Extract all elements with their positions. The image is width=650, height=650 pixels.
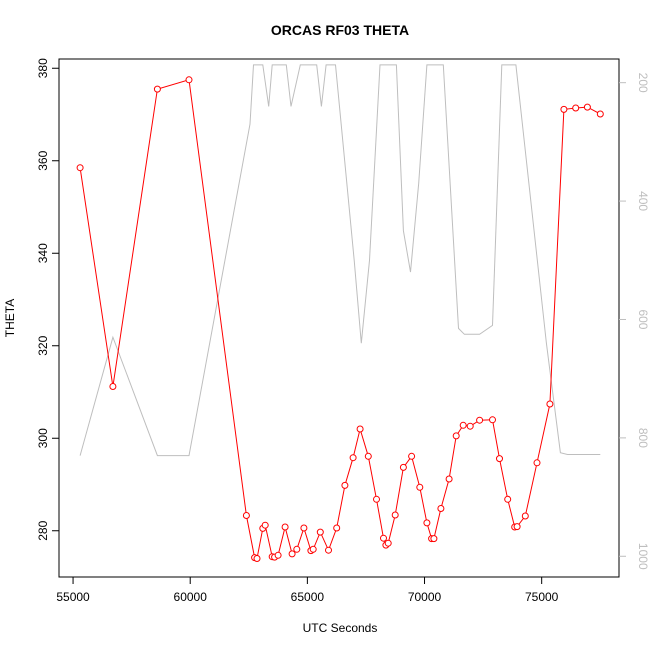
secondary-series-line	[79, 64, 601, 457]
theta-series-layer	[76, 76, 604, 562]
theta-point	[496, 455, 503, 463]
y-tick-label: 320	[36, 335, 50, 355]
theta-point	[423, 519, 431, 527]
x-tick-label: 60000	[174, 590, 208, 604]
theta-point	[153, 85, 161, 93]
theta-point	[459, 421, 467, 429]
theta-point	[583, 103, 591, 111]
theta-point	[384, 539, 392, 547]
theta-point	[399, 463, 407, 471]
theta-point	[356, 425, 364, 433]
theta-point	[242, 512, 250, 519]
y2-tick-label: 1000	[636, 543, 650, 570]
theta-point	[513, 523, 521, 531]
x-axis: 55000 60000 65000 70000 75000	[56, 576, 559, 604]
plot-frame	[58, 58, 620, 578]
theta-point	[333, 524, 341, 532]
theta-point	[288, 550, 296, 558]
y-tick-label: 280	[36, 520, 50, 540]
theta-point	[504, 495, 512, 503]
theta-point	[489, 416, 496, 424]
y-axis: 280 300 320 340 360 380	[36, 58, 59, 541]
y2-tick-label: 200	[636, 73, 650, 93]
theta-point	[476, 416, 484, 424]
x-axis-label: UTC Seconds	[303, 621, 378, 635]
theta-point	[408, 452, 416, 460]
chart-title: ORCAS RF03 THETA	[271, 22, 409, 38]
theta-point	[349, 454, 357, 462]
theta-point	[391, 511, 399, 519]
theta-point	[380, 534, 387, 542]
x-tick-label: 70000	[408, 590, 442, 604]
theta-point	[274, 551, 282, 559]
theta-point	[253, 555, 261, 562]
theta-point	[430, 535, 438, 543]
theta-point	[466, 422, 474, 430]
secondary-series-layer	[79, 64, 601, 457]
theta-point	[261, 521, 269, 529]
theta-point	[76, 164, 84, 172]
theta-line	[79, 79, 601, 560]
x-tick-label: 65000	[291, 590, 325, 604]
theta-point	[316, 528, 324, 536]
theta-point	[309, 545, 317, 553]
theta-point	[341, 481, 349, 489]
y2-tick-label: 400	[636, 191, 650, 211]
theta-point	[364, 452, 372, 460]
x-tick-label: 55000	[56, 590, 90, 604]
theta-point	[437, 505, 445, 512]
theta-point	[546, 400, 554, 408]
theta-point	[109, 383, 117, 390]
theta-point	[560, 105, 568, 113]
y-tick-label: 340	[36, 243, 50, 263]
theta-point	[281, 523, 289, 531]
theta-point	[445, 475, 453, 483]
theta-point	[293, 545, 301, 553]
y-tick-label: 300	[36, 428, 50, 448]
y-tick-label: 380	[36, 58, 50, 78]
theta-point	[533, 459, 541, 467]
y2-tick-label: 800	[636, 428, 650, 448]
theta-point	[521, 512, 529, 520]
y-axis-label: THETA	[3, 299, 17, 337]
y-tick-label: 360	[36, 150, 50, 170]
theta-point	[300, 524, 308, 532]
theta-point	[373, 495, 380, 503]
theta-point	[452, 432, 460, 440]
x-tick-label: 75000	[525, 590, 559, 604]
y2-axis: 200 400 600 800 1000	[619, 73, 650, 570]
theta-point	[185, 76, 193, 84]
theta-point	[416, 483, 424, 491]
y2-tick-label: 600	[636, 309, 650, 329]
theta-point	[325, 546, 332, 554]
theta-point	[596, 110, 604, 118]
theta-point	[572, 104, 580, 112]
